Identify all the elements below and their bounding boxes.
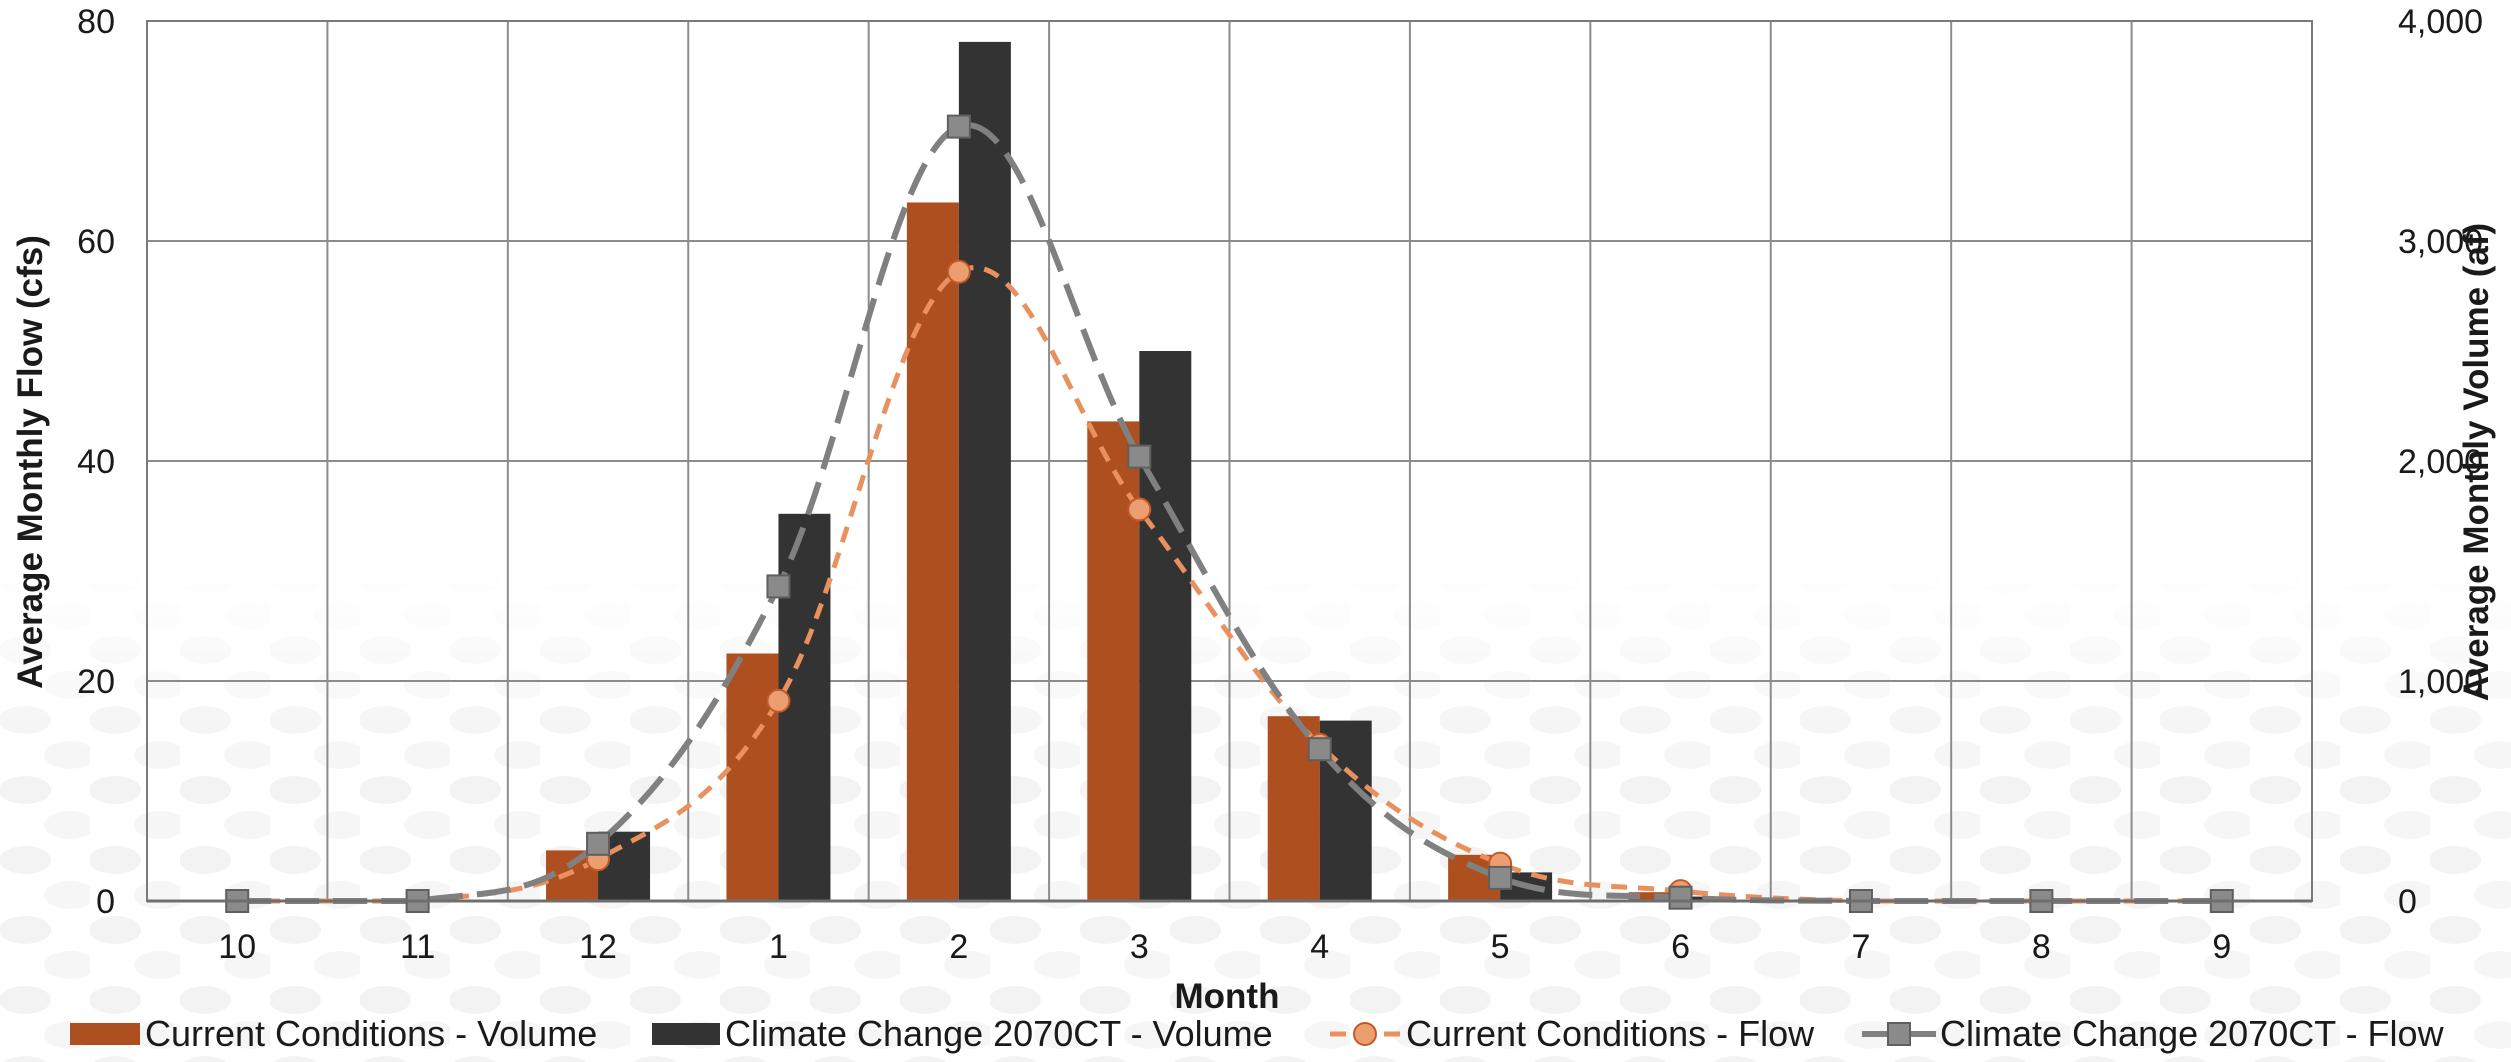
x-tick-label: 3 bbox=[1130, 928, 1149, 966]
x-tick-label: 9 bbox=[2212, 928, 2231, 966]
legend-label: Current Conditions - Volume bbox=[145, 1013, 597, 1054]
bar bbox=[958, 41, 1011, 901]
legend-marker bbox=[1353, 1022, 1377, 1046]
x-axis-title: Month bbox=[1175, 977, 1280, 1016]
legend-label: Climate Change 2070CT - Volume bbox=[725, 1013, 1273, 1054]
axes bbox=[146, 20, 2313, 903]
x-tick-label: 11 bbox=[400, 928, 435, 966]
x-tick-label: 6 bbox=[1671, 928, 1690, 966]
y2-tick-label: 0 bbox=[2398, 883, 2417, 921]
gridlines bbox=[146, 20, 2313, 902]
point bbox=[1127, 497, 1152, 522]
legend-label: Climate Change 2070CT - Flow bbox=[1940, 1013, 2445, 1054]
y-axis-title: Average Monthly Flow (cfs) bbox=[11, 235, 50, 689]
background-fade bbox=[0, 560, 2511, 760]
legend-swatch bbox=[70, 1023, 140, 1045]
x-tick-label: 5 bbox=[1491, 928, 1510, 966]
legend-swatch bbox=[652, 1023, 720, 1045]
y-tick-label: 40 bbox=[77, 443, 115, 481]
x-tick-label: 8 bbox=[2032, 928, 2051, 966]
y2-tick-label: 1,000 bbox=[2398, 663, 2483, 701]
x-tick-label: 7 bbox=[1851, 928, 1870, 966]
y2-axis-title: Average Monthly Volume (af) bbox=[2457, 223, 2496, 701]
point bbox=[1127, 444, 1152, 469]
legend: Current Conditions - Volume Climate Chang… bbox=[70, 1013, 2445, 1054]
point bbox=[946, 114, 971, 139]
point bbox=[946, 259, 971, 284]
point bbox=[1668, 885, 1693, 910]
point bbox=[1307, 737, 1332, 762]
y-tick-label: 0 bbox=[96, 883, 115, 921]
bar bbox=[906, 202, 959, 901]
bar bbox=[1087, 421, 1140, 901]
point bbox=[1488, 865, 1513, 890]
y2-tick-label: 4,000 bbox=[2398, 3, 2483, 41]
bars bbox=[546, 41, 1733, 901]
point bbox=[586, 831, 611, 856]
bar bbox=[726, 653, 779, 901]
y2-tick-label: 2,000 bbox=[2398, 443, 2483, 481]
y-tick-label: 20 bbox=[77, 663, 115, 701]
y-tick-label: 80 bbox=[77, 3, 115, 41]
legend-marker bbox=[1887, 1022, 1911, 1046]
x-tick-label: 4 bbox=[1310, 928, 1329, 966]
x-tick-label: 2 bbox=[949, 928, 968, 966]
point bbox=[766, 574, 791, 599]
point bbox=[766, 688, 791, 713]
legend-label: Current Conditions - Flow bbox=[1406, 1013, 1815, 1054]
x-tick-label: 1 bbox=[769, 928, 788, 966]
y2-tick-label: 3,000 bbox=[2398, 223, 2483, 261]
x-tick-label: 12 bbox=[579, 928, 617, 966]
bar bbox=[1139, 351, 1192, 901]
y-tick-label: 60 bbox=[77, 223, 115, 261]
x-tick-label: 10 bbox=[218, 928, 256, 966]
